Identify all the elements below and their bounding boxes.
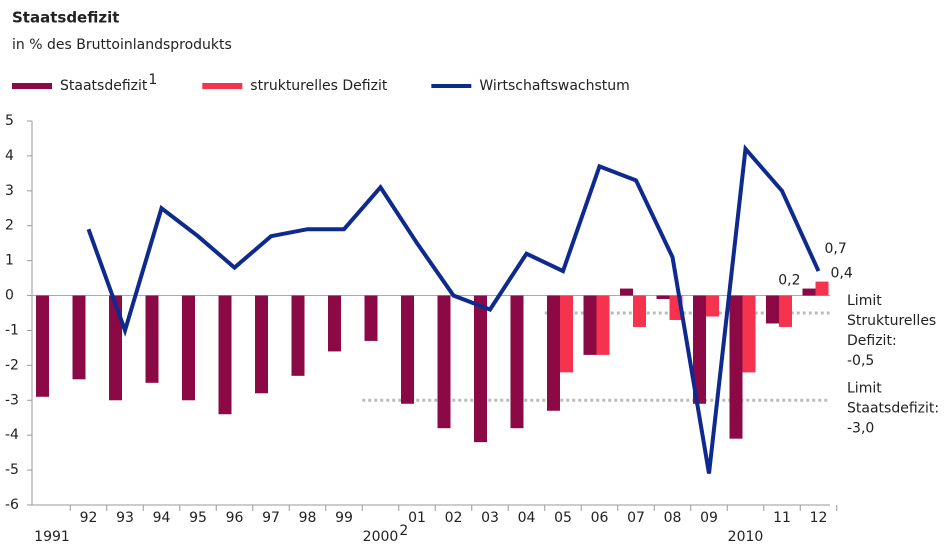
bar: [620, 288, 633, 296]
x-tick-label: 11: [773, 510, 791, 526]
bar: [802, 288, 816, 296]
bar: [729, 295, 743, 439]
x-tick-label: 08: [664, 510, 682, 526]
x-tick-label: 06: [591, 510, 609, 526]
y-tick-label: -5: [5, 462, 19, 478]
bar: [656, 295, 670, 300]
x-tick-label: 98: [299, 510, 317, 526]
y-tick-label: -2: [5, 357, 19, 373]
y-tick-label: 5: [5, 113, 14, 129]
bar: [742, 295, 756, 373]
bar: [474, 295, 487, 443]
bar: [109, 295, 122, 401]
bar: [437, 295, 451, 429]
bar: [72, 295, 86, 380]
x-tick-label: 2010: [728, 529, 764, 545]
y-tick-label: 1: [5, 253, 14, 269]
x-tick-label: 2000: [363, 529, 399, 545]
bar: [547, 295, 560, 411]
bar: [364, 295, 378, 341]
x-tick-label: 92: [80, 510, 98, 526]
legend-label: strukturelles Defizit: [250, 78, 388, 94]
bar: [401, 295, 414, 404]
bar: [328, 295, 341, 352]
x-tick-label: 99: [335, 510, 353, 526]
y-tick-label: 0: [5, 288, 14, 304]
bar: [693, 295, 706, 404]
bar: [596, 295, 610, 355]
y-tick-label: -4: [5, 427, 19, 443]
x-tick-label: 97: [262, 510, 280, 526]
legend-note: 1: [148, 72, 157, 88]
chart-subtitle: in % des Bruttoinlandsprodukts: [12, 37, 232, 53]
reference-label: Limit: [847, 380, 882, 396]
y-tick-label: -6: [5, 497, 19, 513]
reference-label: -3,0: [847, 420, 874, 436]
legend-label: Wirtschaftswachstum: [479, 78, 629, 94]
bar: [36, 295, 49, 397]
data-label: 0,4: [831, 266, 853, 282]
line: [86, 144, 821, 474]
data-label: 0,7: [825, 241, 847, 257]
x-tick-label: 01: [408, 510, 426, 526]
bar: [291, 295, 305, 376]
bar: [706, 295, 719, 317]
x-tick-label: 1991: [34, 529, 70, 545]
x-tick-note: 2: [399, 523, 408, 539]
x-tick-label: 03: [481, 510, 499, 526]
y-tick-label: 3: [5, 183, 14, 199]
y-tick-label: -1: [5, 322, 19, 338]
x-tick-label: 12: [810, 510, 828, 526]
x-tick-label: 04: [518, 510, 536, 526]
bar: [560, 295, 573, 373]
y-tick-label: 4: [5, 148, 14, 164]
bar: [182, 295, 195, 401]
reference-label: Defizit:: [847, 333, 897, 349]
x-tick-label: 05: [554, 510, 572, 526]
data-label: 0,2: [778, 273, 800, 289]
x-tick-label: 93: [116, 510, 134, 526]
bar: [145, 295, 159, 383]
x-tick-label: 07: [627, 510, 645, 526]
x-tick-label: 02: [445, 510, 463, 526]
bar: [218, 295, 232, 415]
reference-label: Staatsdefizit:: [847, 400, 939, 416]
reference-label: Limit: [847, 293, 882, 309]
bar: [255, 295, 268, 394]
bar: [510, 295, 524, 429]
bar: [583, 295, 597, 355]
chart-title: Staatsdefizit: [12, 9, 119, 27]
legend-label: Staatsdefizit: [60, 78, 148, 94]
bar: [779, 295, 792, 327]
reference-label: Strukturelles: [847, 313, 936, 329]
bar: [633, 295, 646, 327]
y-tick-label: -3: [5, 392, 19, 408]
x-tick-label: 09: [700, 510, 718, 526]
bar: [766, 295, 779, 324]
y-tick-label: 2: [5, 218, 14, 234]
x-tick-label: 96: [226, 510, 244, 526]
x-tick-label: 94: [153, 510, 171, 526]
bar: [815, 281, 829, 296]
x-tick-label: 95: [189, 510, 207, 526]
reference-label: -0,5: [847, 353, 874, 369]
